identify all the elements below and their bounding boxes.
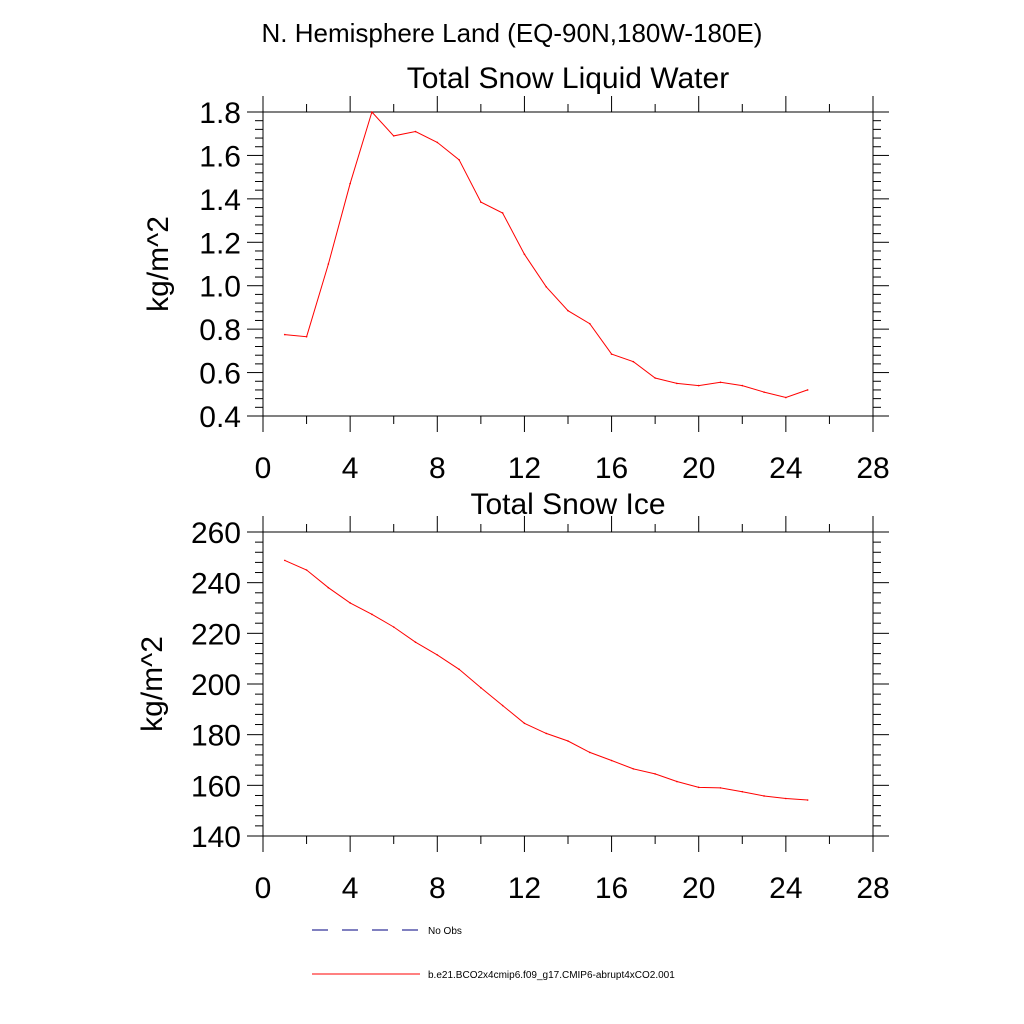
y-tick-label: 1.0: [199, 271, 241, 304]
series-line-1: [284, 559, 808, 801]
data-point: [458, 668, 460, 671]
data-point: [392, 626, 395, 628]
data-point: [349, 182, 351, 185]
y-tick-label: 160: [191, 770, 241, 803]
data-point: [632, 360, 635, 363]
x-tick-label: 12: [508, 872, 541, 905]
data-point: [480, 687, 482, 689]
x-tick-label: 20: [682, 452, 715, 485]
data-point: [371, 613, 373, 616]
chart-panels: Total Snow Liquid Water 0 4 8 12 16 20 24 28 0.4 0…: [136, 62, 890, 905]
data-point: [654, 773, 656, 775]
y-tick-label: 0.4: [199, 401, 241, 434]
data-point: [676, 780, 678, 783]
data-point: [719, 787, 722, 789]
data-point: [654, 377, 656, 379]
data-point: [283, 333, 286, 336]
data-point: [414, 641, 417, 643]
data-point: [305, 335, 308, 338]
data-point: [414, 130, 417, 133]
x-tick-label: 8: [429, 452, 446, 485]
data-point: [327, 586, 330, 589]
x-tick-label: 4: [342, 872, 359, 905]
y-tick-label: 1.4: [199, 184, 241, 217]
data-point: [610, 759, 613, 762]
y-tick-label: 1.2: [199, 227, 241, 260]
data-point: [436, 141, 439, 144]
legend-label-model: b.e21.BCO2x4cmip6.f09_g17.CMIP6-abrupt4x…: [428, 970, 675, 981]
data-point: [763, 795, 765, 797]
x-tick-label: 28: [856, 872, 889, 905]
y-tick-label: 180: [191, 720, 241, 753]
y-tick-label: 1.8: [199, 97, 241, 130]
series-line-1: [284, 111, 808, 399]
y-tick-label: 220: [191, 618, 241, 651]
chart-title: Total Snow Ice: [470, 488, 665, 521]
y-tick-label: 200: [191, 669, 241, 702]
data-point: [501, 704, 504, 707]
x-tick-label: 20: [682, 872, 715, 905]
data-point: [545, 286, 548, 288]
y-tick-label: 0.8: [199, 314, 241, 347]
data-point: [806, 799, 809, 801]
legend-item-model: b.e21.BCO2x4cmip6.f09_g17.CMIP6-abrupt4x…: [312, 970, 675, 981]
y-tick-label: 1.6: [199, 140, 241, 173]
figure-title: N. Hemisphere Land (EQ-90N,180W-180E): [262, 18, 763, 48]
data-point: [785, 797, 787, 800]
data-point: [567, 309, 569, 312]
chart-title: Total Snow Liquid Water: [407, 62, 729, 95]
data-point: [741, 790, 744, 793]
data-point: [327, 263, 330, 265]
x-tick-label: 28: [856, 452, 889, 485]
legend: No Obs b.e21.BCO2x4cmip6.f09_g17.CMIP6-a…: [312, 926, 675, 981]
x-tick-label: 12: [508, 452, 541, 485]
y-axis-title: kg/m^2: [136, 636, 169, 732]
x-tick-label: 24: [769, 872, 802, 905]
data-point: [305, 569, 308, 571]
y-tick-label: 240: [191, 568, 241, 601]
data-point: [719, 381, 722, 384]
data-point: [458, 158, 460, 161]
data-point: [392, 135, 395, 137]
data-point: [567, 740, 569, 742]
data-point: [806, 389, 809, 391]
data-point: [676, 382, 678, 385]
chart-panel-2: Total Snow Ice 0 4 8 12 16 20 24 28 140 160 180 200 2…: [136, 488, 890, 905]
x-tick-label: 0: [255, 872, 272, 905]
data-point: [283, 559, 286, 562]
plot-frame: [262, 531, 874, 837]
x-tick-label: 16: [595, 452, 628, 485]
data-point: [371, 111, 373, 113]
legend-label-obs: No Obs: [428, 926, 462, 937]
data-point: [697, 786, 700, 789]
data-point: [436, 654, 439, 656]
data-point: [523, 253, 526, 256]
legend-item-obs: No Obs: [312, 926, 462, 937]
data-point: [785, 396, 787, 399]
data-point: [545, 732, 548, 735]
y-tick-label: 0.6: [199, 358, 241, 391]
data-point: [523, 722, 526, 725]
plot-frame: [262, 111, 874, 417]
data-point: [480, 201, 482, 203]
data-point: [501, 212, 504, 214]
y-tick-label: 260: [191, 517, 241, 550]
x-tick-label: 16: [595, 872, 628, 905]
chart-panel-1: Total Snow Liquid Water 0 4 8 12 16 20 24 28 0.4 0…: [142, 62, 890, 485]
y-tick-label: 140: [191, 821, 241, 854]
x-tick-label: 8: [429, 872, 446, 905]
data-point: [763, 391, 765, 393]
data-point: [741, 384, 744, 387]
data-point: [588, 322, 591, 325]
data-point: [632, 768, 635, 770]
data-point: [349, 602, 351, 604]
data-point: [697, 384, 700, 387]
x-tick-label: 4: [342, 452, 359, 485]
data-point: [588, 751, 591, 754]
x-tick-label: 0: [255, 452, 272, 485]
y-axis-title: kg/m^2: [142, 216, 175, 312]
data-point: [610, 353, 613, 355]
x-tick-label: 24: [769, 452, 802, 485]
